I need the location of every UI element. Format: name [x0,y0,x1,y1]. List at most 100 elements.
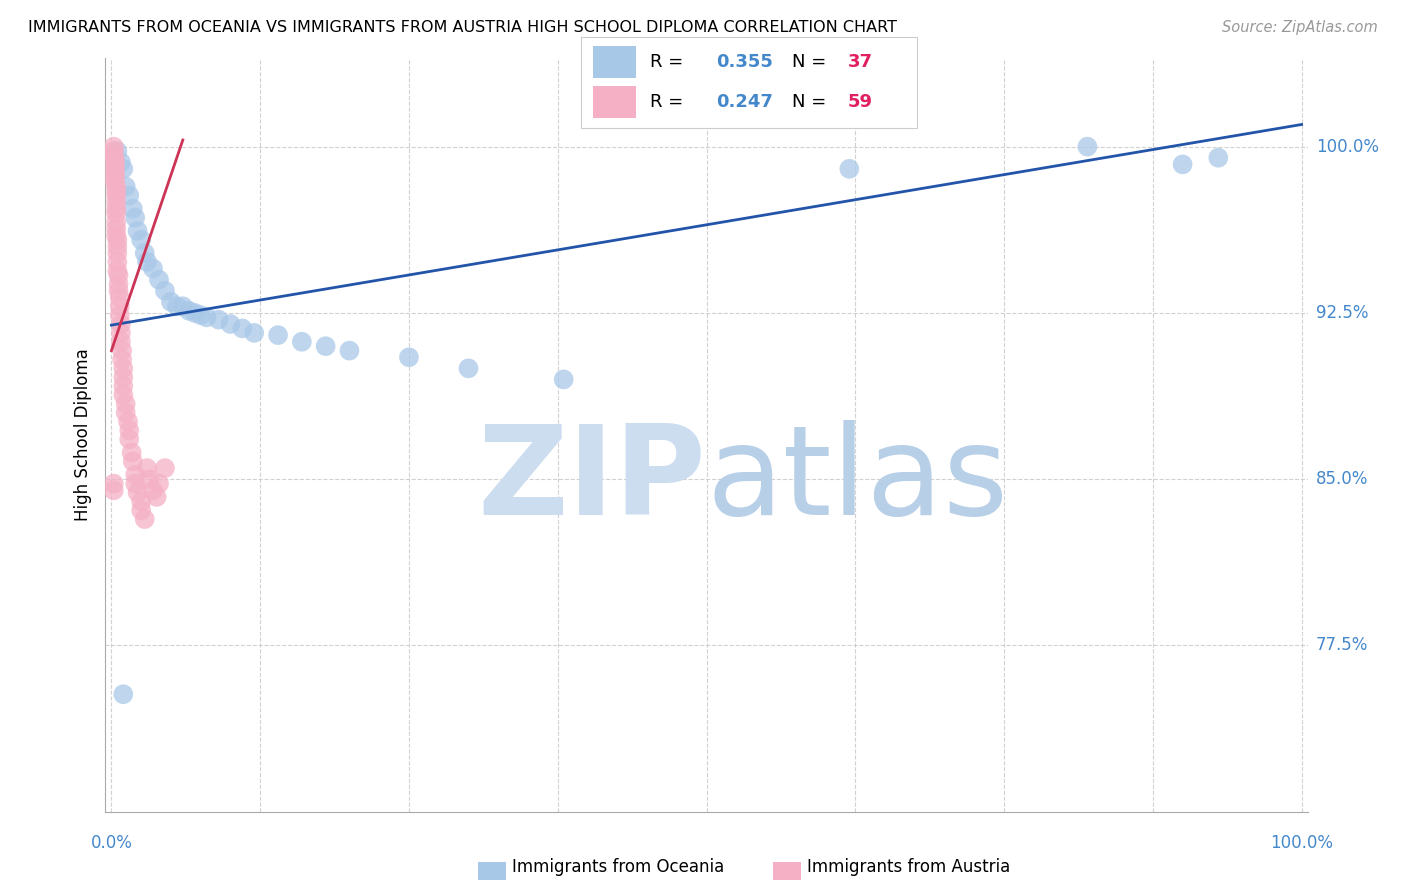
Point [136,255,159,269]
Text: Immigrants from Austria: Immigrants from Austria [807,858,1011,876]
Point [138,472,160,486]
Text: 59: 59 [848,93,873,111]
Point [129,503,152,517]
Point [838,161,860,176]
Point [110,317,132,331]
Point [243,326,266,340]
Point [108,308,131,322]
Point [129,233,152,247]
Point [124,467,146,482]
Point [134,512,156,526]
Point [105,233,128,247]
Point [117,415,139,429]
Point [145,490,167,504]
Point [1076,139,1098,153]
Point [124,211,146,225]
Point [110,326,132,340]
Point [107,284,129,298]
Point [118,424,141,438]
Point [112,687,135,701]
Point [1171,157,1194,171]
Point [105,202,128,216]
Text: N =: N = [792,54,831,71]
Point [114,406,136,420]
Text: 85.0%: 85.0% [1316,470,1368,488]
Point [118,432,141,446]
Point [110,155,132,169]
Point [134,246,156,260]
Point [112,388,135,402]
Text: 37: 37 [848,54,873,71]
Point [219,317,242,331]
Point [110,334,132,349]
Point [105,188,128,202]
Point [111,352,134,367]
Text: 0.355: 0.355 [716,54,772,71]
Point [114,397,136,411]
Point [105,228,128,243]
Point [103,139,125,153]
Point [103,144,125,158]
Point [105,195,128,210]
Point [104,153,127,167]
Point [124,476,146,491]
Point [105,206,128,220]
Point [103,476,125,491]
Point [105,215,128,229]
Point [315,339,337,353]
Point [104,157,127,171]
Point [105,144,128,158]
Text: Immigrants from Oceania: Immigrants from Oceania [512,858,724,876]
Text: 77.5%: 77.5% [1316,637,1368,655]
Point [136,461,159,475]
Point [105,246,128,260]
Point [553,372,575,386]
Text: IMMIGRANTS FROM OCEANIA VS IMMIGRANTS FROM AUSTRIA HIGH SCHOOL DIPLOMA CORRELATI: IMMIGRANTS FROM OCEANIA VS IMMIGRANTS FR… [28,20,897,35]
Point [105,221,128,235]
Point [118,188,141,202]
Point [153,461,176,475]
Point [195,310,218,325]
Point [114,179,136,194]
Text: 100.0%: 100.0% [1316,137,1379,156]
Text: ZIP: ZIP [478,419,707,541]
Point [339,343,361,358]
Point [190,308,212,322]
Point [105,184,128,198]
Text: atlas: atlas [707,419,1008,541]
Point [112,379,135,393]
Point [127,224,149,238]
Bar [593,46,637,78]
Point [108,290,131,304]
Point [112,370,135,384]
Point [1208,151,1230,165]
Point [121,445,143,459]
Point [105,239,128,253]
Point [105,179,128,194]
Point [177,303,200,318]
Text: 92.5%: 92.5% [1316,304,1368,322]
Bar [593,86,637,118]
Y-axis label: High School Diploma: High School Diploma [75,349,93,521]
Point [267,328,290,343]
Point [111,343,134,358]
Point [142,261,165,276]
Point [129,494,152,508]
Point [105,264,128,278]
Text: R =: R = [650,54,689,71]
Point [104,166,127,180]
Point [291,334,314,349]
Point [166,299,188,313]
Text: N =: N = [792,93,831,111]
Point [160,294,183,309]
Point [105,255,128,269]
Point [108,299,131,313]
Point [127,485,149,500]
Text: Source: ZipAtlas.com: Source: ZipAtlas.com [1222,20,1378,35]
Point [148,273,170,287]
Point [107,268,129,283]
Text: 100.0%: 100.0% [1270,834,1333,852]
Text: 0.0%: 0.0% [90,834,132,852]
Text: R =: R = [650,93,689,111]
Text: 0.247: 0.247 [716,93,772,111]
